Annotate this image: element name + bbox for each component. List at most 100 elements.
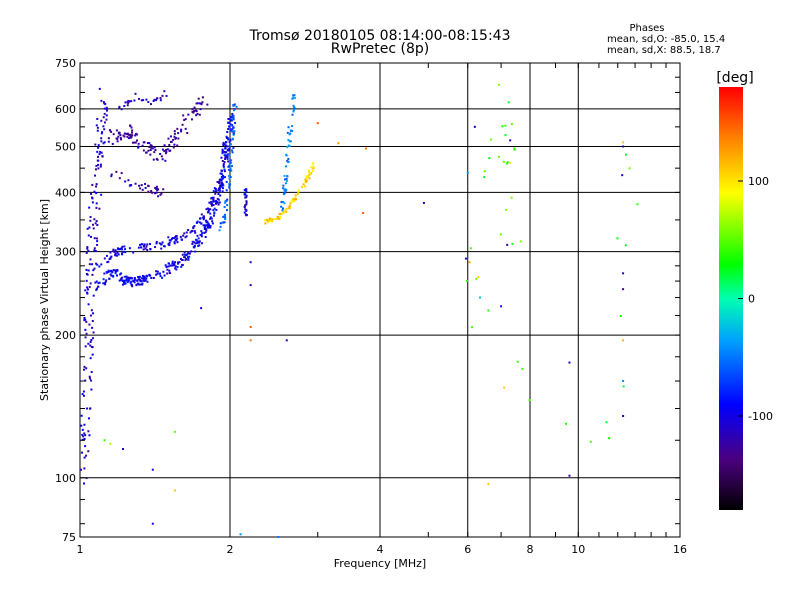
echo-point	[622, 385, 625, 388]
echo-point	[180, 238, 183, 241]
echo-point	[212, 196, 215, 199]
echo-point	[86, 247, 89, 250]
echo-point	[96, 150, 99, 153]
echo-point	[134, 182, 137, 185]
echo-point	[205, 229, 208, 232]
echo-point	[223, 150, 226, 153]
echo-point	[183, 251, 186, 254]
echo-point	[95, 183, 98, 186]
echo-point	[149, 144, 152, 147]
echo-point	[143, 245, 146, 248]
colorbar-tick-label: 0	[748, 293, 755, 306]
echo-point	[127, 137, 130, 140]
echo-point	[173, 264, 176, 267]
echo-point	[276, 215, 279, 218]
echo-point	[207, 223, 210, 226]
echo-point	[287, 144, 290, 147]
echo-point	[297, 190, 300, 193]
echo-point	[89, 377, 92, 380]
echo-point	[130, 100, 133, 103]
echo-point	[189, 231, 192, 234]
echo-point	[305, 179, 308, 182]
echo-point	[115, 129, 118, 132]
echo-point	[161, 276, 164, 279]
echo-point	[194, 250, 197, 253]
echo-point	[173, 241, 176, 244]
echo-point	[287, 161, 290, 164]
echo-point	[497, 155, 500, 158]
x-tick-label: 10	[571, 543, 585, 556]
echo-point	[163, 144, 166, 147]
echo-point	[87, 303, 90, 306]
y-tick-label: 500	[55, 140, 76, 153]
echo-point	[96, 126, 99, 129]
echo-point	[229, 168, 232, 171]
echo-point	[165, 150, 168, 153]
echo-point	[200, 242, 203, 245]
echo-point	[129, 276, 132, 279]
echo-point	[221, 174, 224, 177]
echo-point	[244, 208, 247, 211]
echo-point	[589, 440, 592, 443]
echo-point	[215, 202, 218, 205]
echo-point	[249, 339, 252, 342]
echo-point	[197, 244, 200, 247]
echo-point	[226, 148, 229, 151]
echo-point	[628, 167, 631, 170]
echo-point	[160, 192, 163, 195]
echo-point	[220, 184, 223, 187]
echo-point	[232, 114, 235, 117]
echo-point	[287, 139, 290, 142]
echo-point	[89, 344, 92, 347]
echo-point	[173, 143, 176, 146]
echo-point	[90, 339, 93, 342]
echo-point	[123, 282, 126, 285]
echo-point	[92, 294, 95, 297]
y-tick-label: 300	[55, 246, 76, 259]
echo-point	[304, 178, 307, 181]
echo-point	[466, 171, 469, 174]
echo-point	[123, 281, 126, 284]
echo-point	[622, 288, 625, 291]
echo-point	[129, 135, 132, 138]
echo-point	[141, 188, 144, 191]
echo-point	[284, 191, 287, 194]
echo-point	[616, 237, 619, 240]
echo-point	[110, 255, 113, 258]
echo-point	[511, 242, 514, 245]
echo-point	[197, 237, 200, 240]
x-tick-label: 2	[227, 543, 234, 556]
echo-point	[136, 139, 139, 142]
echo-point	[115, 170, 118, 173]
y-tick-label: 750	[55, 57, 76, 70]
echo-point	[249, 284, 252, 287]
echo-point	[94, 222, 97, 225]
echo-point	[187, 113, 190, 116]
echo-point	[148, 145, 151, 148]
echo-point	[464, 257, 467, 260]
echo-point	[85, 268, 88, 271]
echo-point	[285, 177, 288, 180]
echo-point	[108, 277, 111, 280]
echo-point	[528, 399, 531, 402]
echo-point	[122, 279, 125, 282]
echo-point	[206, 103, 209, 106]
echo-point	[154, 149, 157, 152]
echo-point	[133, 277, 136, 280]
echo-point	[167, 243, 170, 246]
echo-point	[228, 177, 231, 180]
echo-point	[174, 265, 177, 268]
echo-point	[171, 264, 174, 267]
echo-point	[95, 262, 98, 265]
echo-point	[125, 132, 128, 135]
echo-point	[204, 224, 207, 227]
echo-point	[282, 193, 285, 196]
echo-point	[92, 223, 95, 226]
echo-point	[490, 138, 493, 141]
echo-point	[181, 264, 184, 267]
echo-point	[120, 277, 123, 280]
echo-point	[82, 390, 85, 393]
echo-point	[211, 222, 214, 225]
echo-point	[124, 251, 127, 254]
echo-point	[103, 128, 106, 131]
